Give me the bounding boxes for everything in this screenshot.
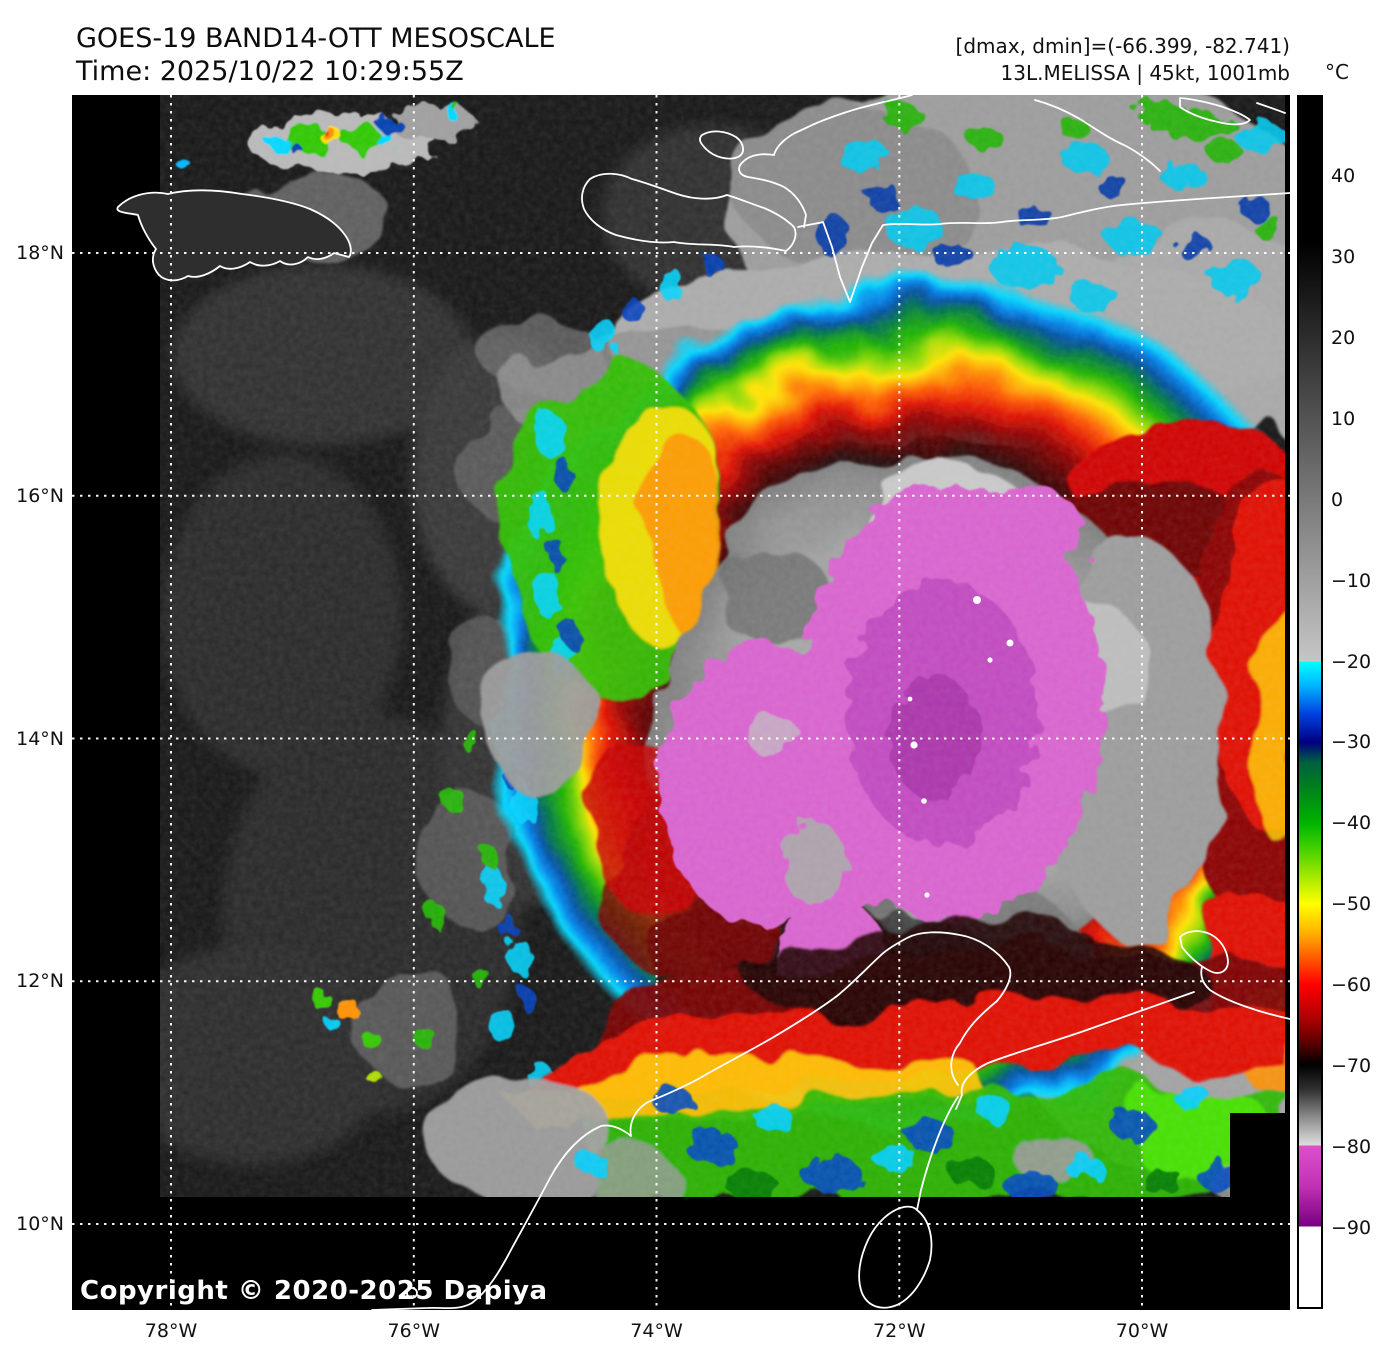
colorbar bbox=[1297, 95, 1323, 1309]
lon-tick-label: 78°W bbox=[144, 1320, 198, 1342]
coastlines bbox=[116, 95, 1290, 1310]
title-line2: Time: 2025/10/22 10:29:55Z bbox=[76, 56, 464, 87]
colorbar-tick-label: −30 bbox=[1331, 731, 1372, 754]
lat-tick-label: 18°N bbox=[16, 242, 64, 264]
coastline-tiburon bbox=[581, 172, 797, 252]
colorbar-tick-label: −50 bbox=[1331, 893, 1372, 916]
storm-info: [dmax, dmin]=(-66.399, -82.741) 13L.MELI… bbox=[956, 33, 1290, 87]
coastline-hispaniola-south bbox=[797, 192, 1290, 303]
storm-id-intensity: 13L.MELISSA | 45kt, 1001mb bbox=[1000, 61, 1290, 85]
lat-tick-label: 10°N bbox=[16, 1213, 64, 1235]
title-line1: GOES-19 BAND14-OTT MESOSCALE bbox=[76, 23, 556, 54]
colorbar-tick-label: 0 bbox=[1331, 488, 1344, 511]
colorbar-unit-label: °C bbox=[1325, 60, 1349, 84]
copyright-watermark: Copyright © 2020-2025 Dapiya bbox=[80, 1276, 548, 1306]
satellite-map[interactable] bbox=[72, 95, 1290, 1310]
coastline-lake-maracaibo bbox=[858, 1205, 933, 1309]
colorbar-tick-label: −80 bbox=[1331, 1136, 1372, 1159]
lon-tick-label: 70°W bbox=[1115, 1320, 1169, 1342]
lon-tick-label: 74°W bbox=[630, 1320, 683, 1342]
lon-tick-label: 72°W bbox=[873, 1320, 926, 1342]
coastline-gonave bbox=[699, 130, 744, 160]
colorbar-tick-label: −20 bbox=[1331, 650, 1372, 673]
figure-title: GOES-19 BAND14-OTT MESOSCALE Time: 2025/… bbox=[76, 22, 556, 88]
colorbar-tick-label: 40 bbox=[1331, 164, 1356, 187]
lon-tick-label: 76°W bbox=[387, 1320, 440, 1342]
coastline-paraguana bbox=[1179, 930, 1229, 974]
dmax-dmin-readout: [dmax, dmin]=(-66.399, -82.741) bbox=[955, 34, 1290, 58]
colorbar-tick-label: −60 bbox=[1331, 974, 1372, 997]
colorbar-tick-label: −10 bbox=[1331, 569, 1372, 592]
no-data-margins bbox=[72, 95, 1290, 1310]
lat-tick-label: 12°N bbox=[16, 970, 64, 993]
satellite-data-layer bbox=[160, 95, 1285, 1197]
coastline-haiti-nw bbox=[738, 95, 913, 228]
lat-tick-label: 14°N bbox=[16, 727, 64, 750]
colorbar-tick-label: −90 bbox=[1331, 1217, 1372, 1240]
colorbar-tick-label: 30 bbox=[1331, 245, 1356, 268]
coastline-guajira-venezuela bbox=[371, 931, 1290, 1310]
graticule bbox=[72, 95, 1290, 1310]
lat-tick-label: 16°N bbox=[16, 484, 64, 507]
colorbar-tick-label: 20 bbox=[1331, 326, 1356, 349]
coastline-cuba-east bbox=[1256, 102, 1286, 114]
coastline-dr-north bbox=[1034, 99, 1161, 172]
colorbar-tick-label: 10 bbox=[1331, 407, 1356, 430]
colorbar-tick-label: −40 bbox=[1331, 812, 1372, 835]
coastline-islet bbox=[406, 1287, 418, 1299]
coastline-jamaica bbox=[116, 189, 352, 282]
coastline-cuba-tip bbox=[1179, 97, 1251, 126]
colorbar-tick-label: −70 bbox=[1331, 1055, 1372, 1078]
coastline-maracaibo-strait bbox=[916, 1096, 959, 1211]
satellite-image bbox=[72, 95, 1290, 1310]
